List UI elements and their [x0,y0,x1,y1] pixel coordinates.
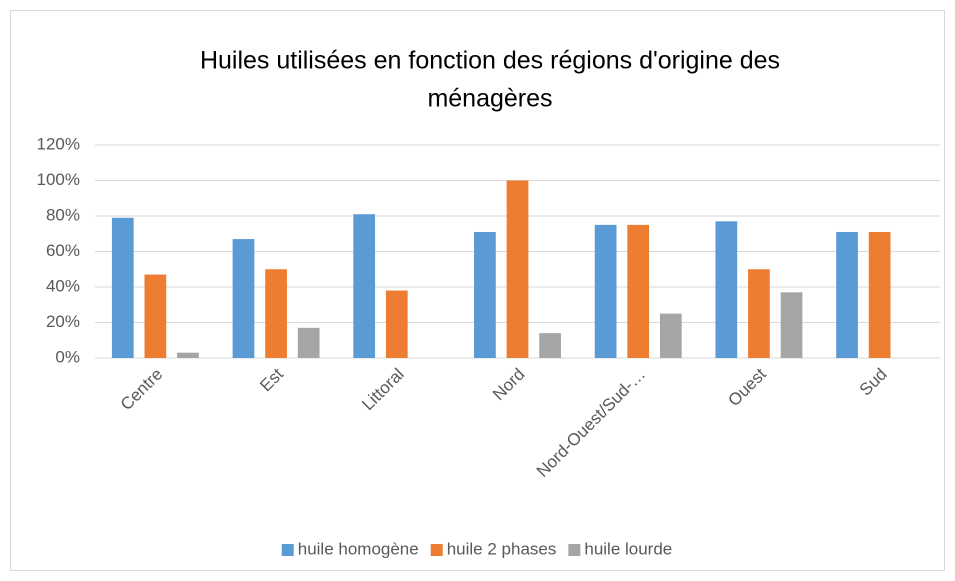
legend-label: huile homogène [298,539,419,558]
legend-swatch [430,544,443,556]
legend-label: huile lourde [584,539,672,558]
bar [385,290,408,358]
bar [539,333,561,358]
chart-title: Huiles utilisées en fonction des régions… [200,47,780,75]
bar [836,231,858,358]
legend-swatch [281,544,294,556]
bar [144,274,167,358]
y-tick-label: 0% [55,347,80,366]
bar [353,214,376,358]
y-tick-label: 60% [46,241,80,260]
chart-title: ménagères [427,85,552,113]
bar [177,352,199,358]
legend-swatch [568,544,581,556]
bar [748,269,770,358]
bar [868,231,891,358]
bar [297,327,320,358]
bar [265,269,287,358]
bar [594,224,617,358]
bar [659,313,682,358]
y-tick-label: 100% [37,170,80,189]
y-tick-label: 40% [46,276,80,295]
bar [506,180,529,358]
bar [780,292,803,358]
legend-label: huile 2 phases [447,539,557,558]
y-tick-label: 120% [37,134,80,153]
bar [111,217,134,358]
bar [474,231,496,358]
bar [232,239,255,358]
bar [627,224,650,358]
y-tick-label: 80% [46,205,80,224]
bar [715,221,738,358]
y-tick-label: 20% [46,312,80,331]
